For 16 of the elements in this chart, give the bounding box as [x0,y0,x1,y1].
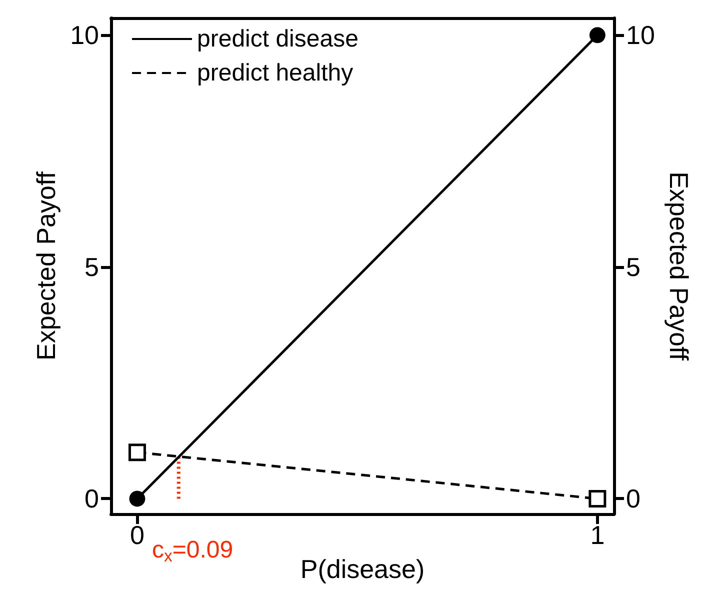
legend-label: predict disease [197,26,358,52]
legend-label: predict healthy [197,60,354,86]
point [129,490,146,507]
y2-tick-label: 10 [626,20,655,50]
y-tick-label: 0 [84,484,99,514]
y-tick-label: 10 [70,20,99,50]
y-tick-label: 5 [84,252,99,282]
x-tick-label: 1 [590,520,605,550]
point [588,490,606,508]
y2-tick-label: 5 [626,252,640,282]
point [589,27,606,44]
y2-axis-title: Expected Payoff [664,172,694,362]
y2-tick-label: 0 [626,484,640,514]
point [128,444,146,462]
y-axis-title: Expected Payoff [31,170,61,360]
x-axis-title: P(disease) [300,554,425,584]
